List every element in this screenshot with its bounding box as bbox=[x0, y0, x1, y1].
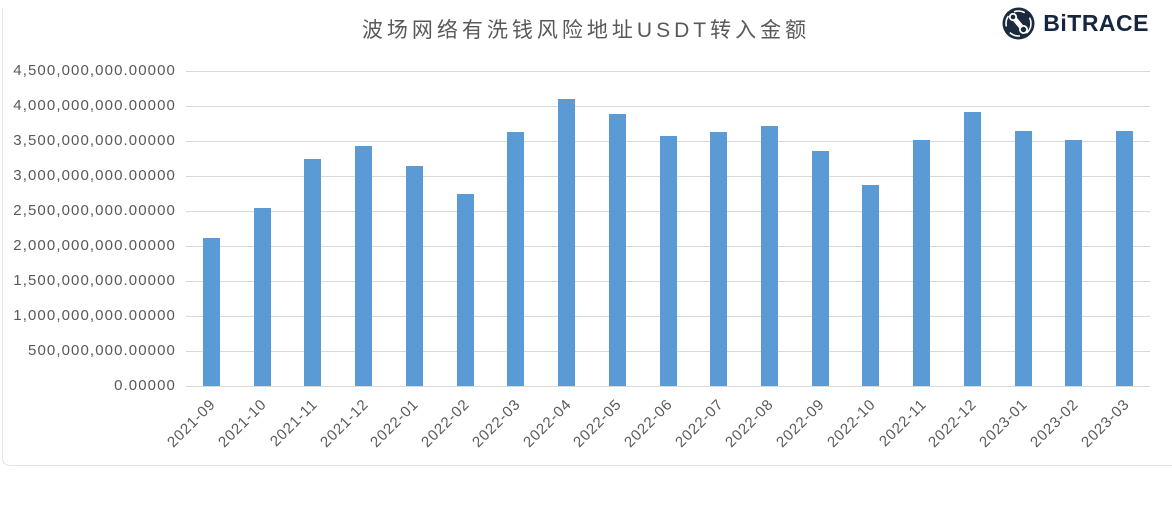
bar-2022-06 bbox=[659, 136, 677, 386]
y-tick-label: 500,000,000.00000 bbox=[28, 342, 176, 359]
bar-2022-05 bbox=[608, 114, 626, 386]
bitrace-globe-icon bbox=[1002, 7, 1035, 40]
bar-2022-10 bbox=[862, 185, 880, 386]
bar-2022-12 bbox=[963, 112, 981, 386]
chart-title: 波场网络有洗钱风险地址USDT转入金额 bbox=[361, 19, 811, 42]
y-tick-label: 4,500,000,000.00000 bbox=[13, 62, 176, 79]
card-border bbox=[2, 8, 1172, 466]
bar-2023-01 bbox=[1014, 131, 1032, 386]
y-tick-label: 1,000,000,000.00000 bbox=[13, 307, 176, 324]
bar-2021-12 bbox=[355, 145, 373, 386]
y-tick-label: 3,000,000,000.00000 bbox=[13, 167, 176, 184]
bar-2021-10 bbox=[253, 207, 271, 386]
bar-2023-03 bbox=[1116, 130, 1134, 386]
y-tick-label: 1,500,000,000.00000 bbox=[13, 272, 176, 289]
bitrace-logo: BiTRACE bbox=[1002, 7, 1149, 40]
y-tick-label: 4,000,000,000.00000 bbox=[13, 97, 176, 114]
bar-2022-02 bbox=[456, 194, 474, 386]
y-tick-label: 0.00000 bbox=[114, 377, 176, 394]
bar-2022-08 bbox=[760, 125, 778, 386]
bar-2021-11 bbox=[304, 159, 322, 386]
y-tick-label: 3,500,000,000.00000 bbox=[13, 132, 176, 149]
bar-2022-11 bbox=[913, 139, 931, 386]
bar-2022-04 bbox=[558, 99, 576, 386]
gridline bbox=[186, 71, 1150, 72]
plot-area bbox=[186, 71, 1150, 386]
bar-2021-09 bbox=[202, 238, 220, 386]
bar-2022-07 bbox=[710, 131, 728, 386]
y-tick-label: 2,000,000,000.00000 bbox=[13, 237, 176, 254]
bar-2022-09 bbox=[811, 150, 829, 386]
gridline bbox=[186, 386, 1150, 387]
bar-2022-01 bbox=[405, 166, 423, 386]
bar-2023-02 bbox=[1065, 139, 1083, 386]
bitrace-logo-text: BiTRACE bbox=[1043, 10, 1149, 36]
chart-page: 波场网络有洗钱风险地址USDT转入金额 4,500,000,000.00000 4… bbox=[2, 7, 1172, 466]
bar-2022-03 bbox=[507, 131, 525, 386]
y-tick-label: 2,500,000,000.00000 bbox=[13, 202, 176, 219]
gridline bbox=[186, 106, 1150, 107]
